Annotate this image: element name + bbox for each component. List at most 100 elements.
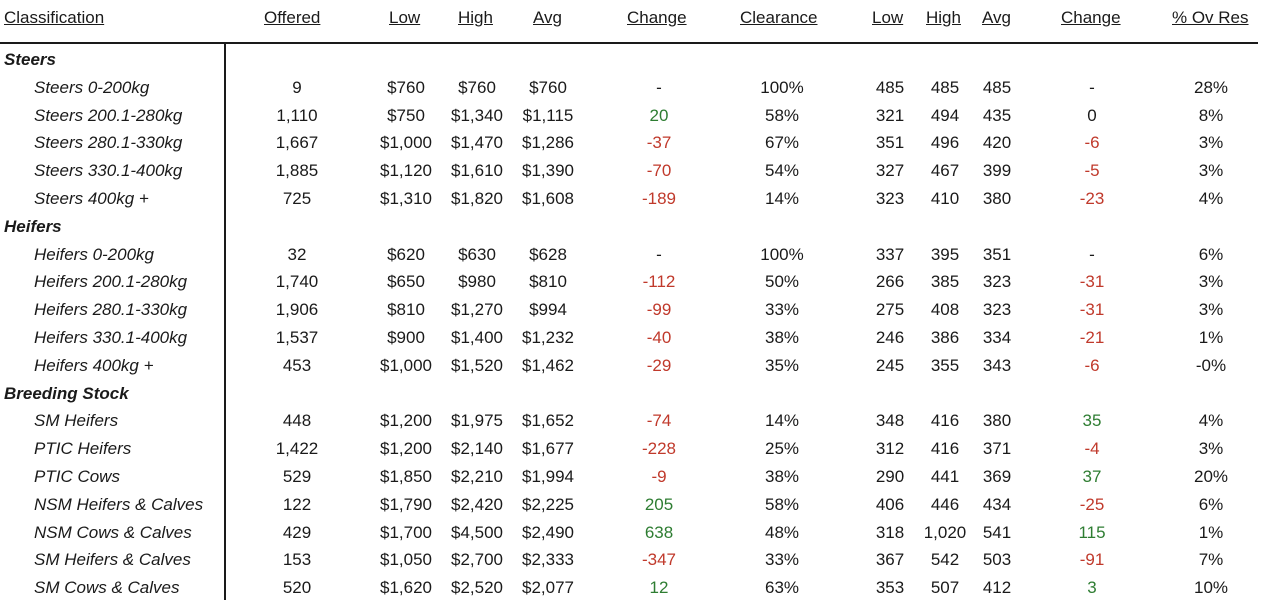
cell-change: 12 [649,578,669,598]
cell-low: $1,200 [380,439,432,459]
cell-change2: -23 [1079,189,1105,208]
cell-high: $1,470 [451,133,503,153]
row-label: Steers 280.1-330kg [34,133,183,153]
cell-low: $1,200 [380,411,432,431]
cell-clearance: 25% [764,439,800,459]
cell-avg2: 503 [982,550,1012,570]
cell-high2: 355 [930,355,960,375]
header-change-cpkg: Change [1061,8,1121,27]
table-row: Heifers 280.1-330kg 1,906 $810 $1,270 $994 -9… [0,296,1264,324]
cell-avg: $2,077 [522,578,574,598]
cell-ov-res: 3% [1198,439,1224,459]
cell-high: $1,340 [451,105,503,125]
cell-high2: 395 [930,244,960,264]
table-header: Classification Offered Low High Avg Chan… [0,0,1264,44]
cell-low: $1,000 [380,133,432,153]
cell-avg2: 369 [982,467,1012,486]
cell-avg2: 323 [982,300,1012,320]
row-label: NSM Heifers & Calves [34,494,204,514]
cell-low2: 266 [875,272,905,292]
table-row: Steers 400kg + 725 $1,310 $1,820 $1,608 -189 1… [0,185,1264,213]
table-row: SM Cows & Calves 520 $1,620 $2,520 $2,077 12 6… [0,574,1264,602]
cell-offered: 1,906 [275,300,319,320]
cell-high: $2,210 [451,467,503,486]
table-row: Steers 0-200kg 9 $760 $760 $760 - 100% 485 485 48… [0,74,1264,102]
cell-change: 638 [644,522,674,542]
cell-change2: -91 [1079,550,1105,570]
cell-avg: $2,225 [522,494,574,514]
header-classification: Classification [4,8,105,27]
cell-change2: 3 [1087,578,1097,598]
cell-low: $1,310 [380,189,432,208]
cell-clearance: 58% [764,494,800,514]
table-row: NSM Heifers & Calves 122 $1,790 $2,420 $2,22… [0,491,1264,519]
cell-high: $760 [458,77,496,97]
cell-avg: $1,286 [522,133,574,153]
cell-high: $4,500 [451,522,503,542]
cell-change: -347 [641,550,677,570]
cell-change: -37 [646,133,672,153]
cell-ov-res: 8% [1198,105,1224,125]
cell-high2: 441 [930,467,960,486]
cell-change: -74 [646,411,672,431]
cell-high: $1,270 [451,300,503,320]
header-ov-res: % Ov Res [1172,8,1249,27]
cell-offered: 1,537 [275,328,319,347]
cell-high2: 494 [930,105,960,125]
row-label: Heifers 330.1-400kg [34,328,188,347]
cell-low: $650 [387,272,425,292]
cell-low2: 348 [875,411,905,431]
row-label: SM Heifers [34,411,119,431]
row-label: Heifers 400kg + [34,355,154,375]
section-title: Breeding Stock [4,383,129,403]
row-label: Heifers 200.1-280kg [34,272,188,292]
cell-clearance: 33% [764,550,800,570]
cell-change: -29 [646,355,672,375]
cell-avg: $1,115 [522,105,574,125]
header-offered: Offered [264,8,321,27]
cell-clearance: 100% [760,244,804,264]
cell-offered: 9 [292,77,302,97]
cell-high: $2,520 [451,578,503,598]
cell-high2: 416 [930,439,960,459]
cell-avg2: 541 [982,522,1012,542]
header-high-cpkg: High [926,8,961,27]
cell-change2: 0 [1087,105,1097,125]
cell-ov-res: 6% [1198,494,1224,514]
cell-high2: 416 [930,411,960,431]
cell-change2: -6 [1084,133,1100,153]
cell-offered: 1,740 [275,272,319,292]
cell-high: $1,975 [451,411,503,431]
cell-avg2: 420 [982,133,1012,153]
cell-clearance: 100% [760,77,804,97]
table-row: SM Heifers 448 $1,200 $1,975 $1,652 -74 14% 348… [0,407,1264,435]
cell-offered: 1,667 [275,133,319,153]
cell-clearance: 50% [764,272,800,292]
cell-ov-res: 3% [1198,161,1224,181]
cell-change2: -4 [1084,439,1100,459]
cell-clearance: 58% [764,105,800,125]
table-row: Heifers 200.1-280kg 1,740 $650 $980 $810 -112… [0,268,1264,296]
cell-low2: 323 [875,189,905,208]
cell-high: $980 [458,272,496,292]
cell-offered: 529 [282,467,312,486]
cell-offered: 448 [282,411,312,431]
cell-high2: 1,020 [923,522,967,542]
cell-ov-res: 7% [1198,550,1224,570]
cell-offered: 122 [282,494,312,514]
cell-low2: 406 [875,494,905,514]
cell-avg2: 399 [982,161,1012,181]
cell-avg: $1,462 [522,355,574,375]
cell-avg: $2,333 [522,550,574,570]
header-clearance: Clearance [740,8,818,27]
row-label: Steers 400kg + [34,189,149,208]
cell-high2: 446 [930,494,960,514]
cell-high2: 385 [930,272,960,292]
table-row: NSM Cows & Calves 429 $1,700 $4,500 $2,490 63… [0,519,1264,547]
cell-clearance: 35% [764,355,800,375]
cell-avg: $760 [529,77,567,97]
cell-avg: $1,994 [522,467,574,486]
table-row: Steers 280.1-330kg 1,667 $1,000 $1,470 $1,28… [0,129,1264,157]
cell-change: -189 [641,189,677,208]
cell-avg: $1,608 [522,189,574,208]
